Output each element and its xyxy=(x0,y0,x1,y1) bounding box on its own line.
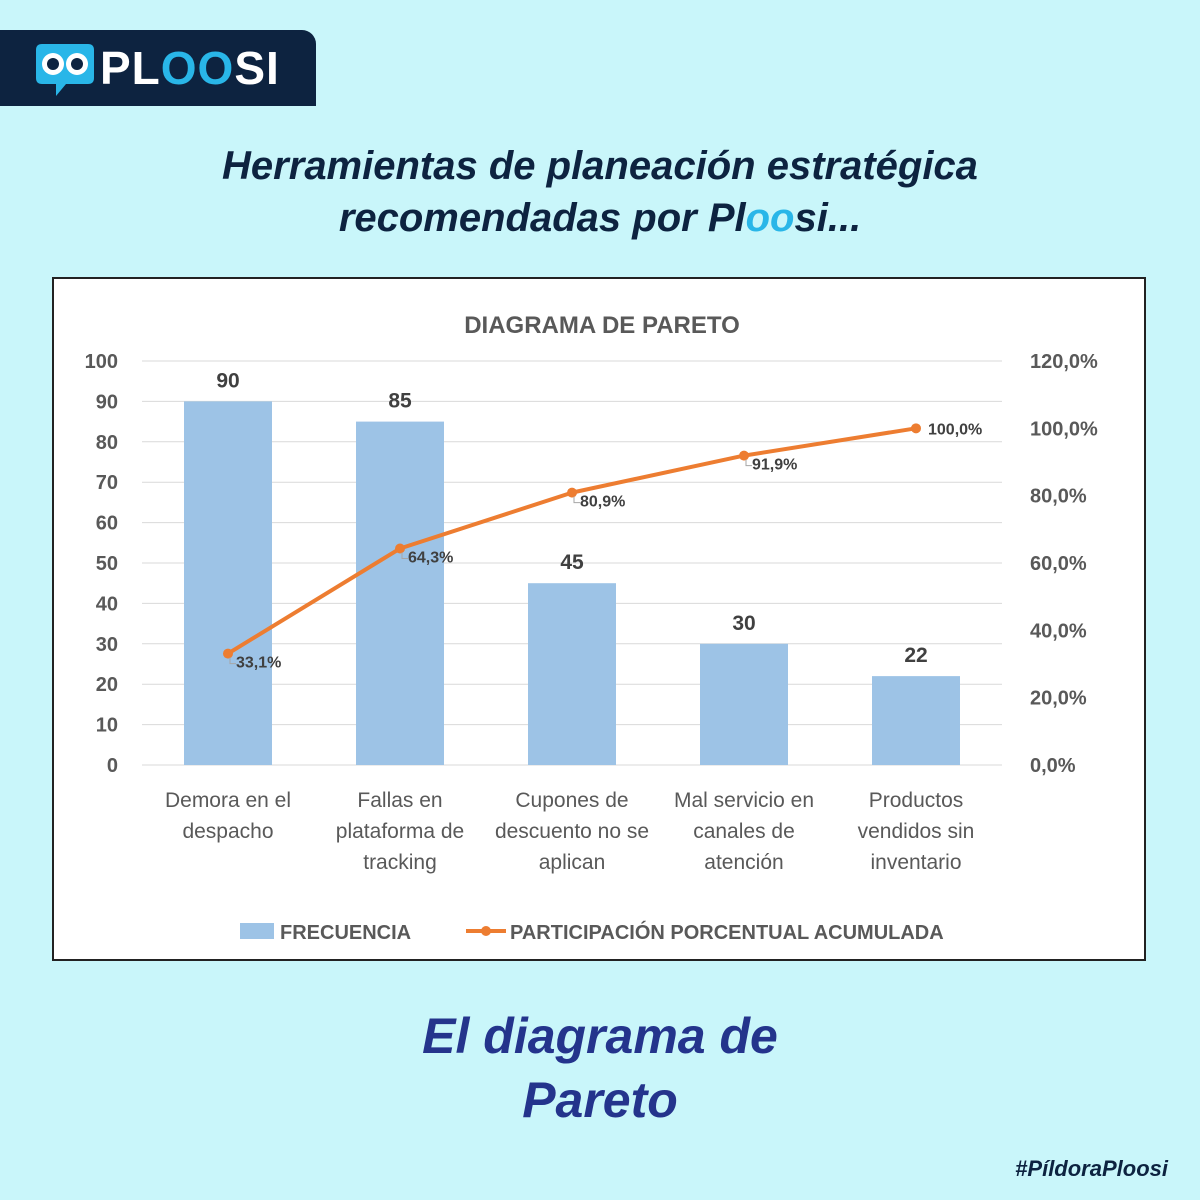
y-right-tick-label: 100,0% xyxy=(1030,418,1098,440)
x-tick-label: tracking xyxy=(363,851,437,874)
bar xyxy=(184,401,272,765)
chart-title: DIAGRAMA DE PARETO xyxy=(464,312,740,339)
x-tick-label: Fallas en xyxy=(357,789,442,812)
line-value-label: 91,9% xyxy=(752,457,797,474)
x-tick-label: atención xyxy=(704,851,783,874)
bottom-title-line-1: El diagrama de xyxy=(422,1008,778,1064)
bar-value-label: 22 xyxy=(904,644,927,667)
bar xyxy=(700,643,788,765)
bar xyxy=(356,421,444,765)
bar-value-label: 90 xyxy=(216,369,239,392)
y-left-tick-label: 50 xyxy=(96,553,118,575)
hashtag: #PíldoraPloosi xyxy=(1015,1156,1168,1181)
bar xyxy=(528,583,616,765)
y-left-tick-label: 60 xyxy=(96,513,118,535)
y-left-tick-label: 40 xyxy=(96,593,118,615)
y-left-tick-label: 80 xyxy=(96,432,118,454)
y-right-tick-label: 80,0% xyxy=(1030,486,1087,508)
data-label-leader xyxy=(401,552,408,560)
line-point xyxy=(911,423,921,434)
y-right-tick-label: 120,0% xyxy=(1030,351,1098,373)
line-value-label: 64,3% xyxy=(408,550,453,567)
x-tick-label: aplican xyxy=(539,851,606,874)
headline-line-2: recomendadas por Ploosi... xyxy=(338,196,862,240)
y-left-tick-label: 10 xyxy=(96,715,118,737)
y-left-tick-label: 20 xyxy=(96,674,118,696)
x-tick-label: Mal servicio en xyxy=(674,789,814,812)
owl-eyes-chat-icon xyxy=(36,44,94,96)
line-point xyxy=(395,543,405,554)
headline-line-1: Herramientas de planeación estratégica xyxy=(222,144,978,188)
y-left-tick-label: 0 xyxy=(107,755,118,777)
legend-bar-label: FRECUENCIA xyxy=(280,922,411,944)
y-right-tick-label: 60,0% xyxy=(1030,553,1087,575)
bar-value-label: 45 xyxy=(560,551,584,574)
y-left-tick-label: 30 xyxy=(96,634,118,656)
y-right-tick-label: 20,0% xyxy=(1030,688,1087,710)
x-tick-label: vendidos sin xyxy=(858,820,975,843)
line-value-label: 100,0% xyxy=(928,421,982,438)
legend-line-label: PARTICIPACIÓN PORCENTUAL ACUMULADA xyxy=(510,920,944,944)
chart-canvas: DIAGRAMA DE PARETO 0 10 20 30 40 50 60 70 80 90 100… xyxy=(85,312,1098,944)
x-tick-label: Productos xyxy=(869,789,964,812)
bottom-title: El diagrama de Pareto xyxy=(0,1004,1200,1132)
bar-value-label: 85 xyxy=(388,390,412,413)
x-tick-label: canales de xyxy=(693,820,795,843)
y-left-tick-label: 100 xyxy=(85,351,118,373)
headline: Herramientas de planeación estratégica r… xyxy=(0,140,1200,244)
y-left-tick-label: 70 xyxy=(96,472,118,494)
data-label-leader xyxy=(745,459,752,467)
data-label-leader xyxy=(229,657,236,665)
x-tick-label: descuento no se xyxy=(495,820,649,843)
x-tick-label: despacho xyxy=(182,820,273,843)
line-point xyxy=(223,648,233,659)
x-tick-label: inventario xyxy=(870,851,961,874)
y-right-tick-label: 40,0% xyxy=(1030,620,1087,642)
bottom-title-line-2: Pareto xyxy=(522,1072,678,1128)
x-tick-label: plataforma de xyxy=(336,820,464,843)
line-point xyxy=(739,450,749,461)
pareto-chart: DIAGRAMA DE PARETO 0 10 20 30 40 50 60 70 80 90 100… xyxy=(52,277,1146,961)
line-value-label: 33,1% xyxy=(236,655,281,672)
line-point xyxy=(567,487,577,498)
data-label-leader xyxy=(573,496,580,504)
bar xyxy=(872,676,960,765)
line-value-label: 80,9% xyxy=(580,494,625,511)
bar-value-label: 30 xyxy=(732,612,755,635)
x-tick-label: Cupones de xyxy=(515,789,628,812)
y-right-tick-label: 0,0% xyxy=(1030,755,1076,777)
brand-bar: PLOOSI xyxy=(0,30,316,106)
brand-logo: PLOOSI xyxy=(100,42,280,94)
x-tick-label: Demora en el xyxy=(165,789,291,812)
legend-line-marker xyxy=(481,926,491,936)
y-left-tick-label: 90 xyxy=(96,391,118,413)
legend-bar-swatch xyxy=(240,923,274,939)
